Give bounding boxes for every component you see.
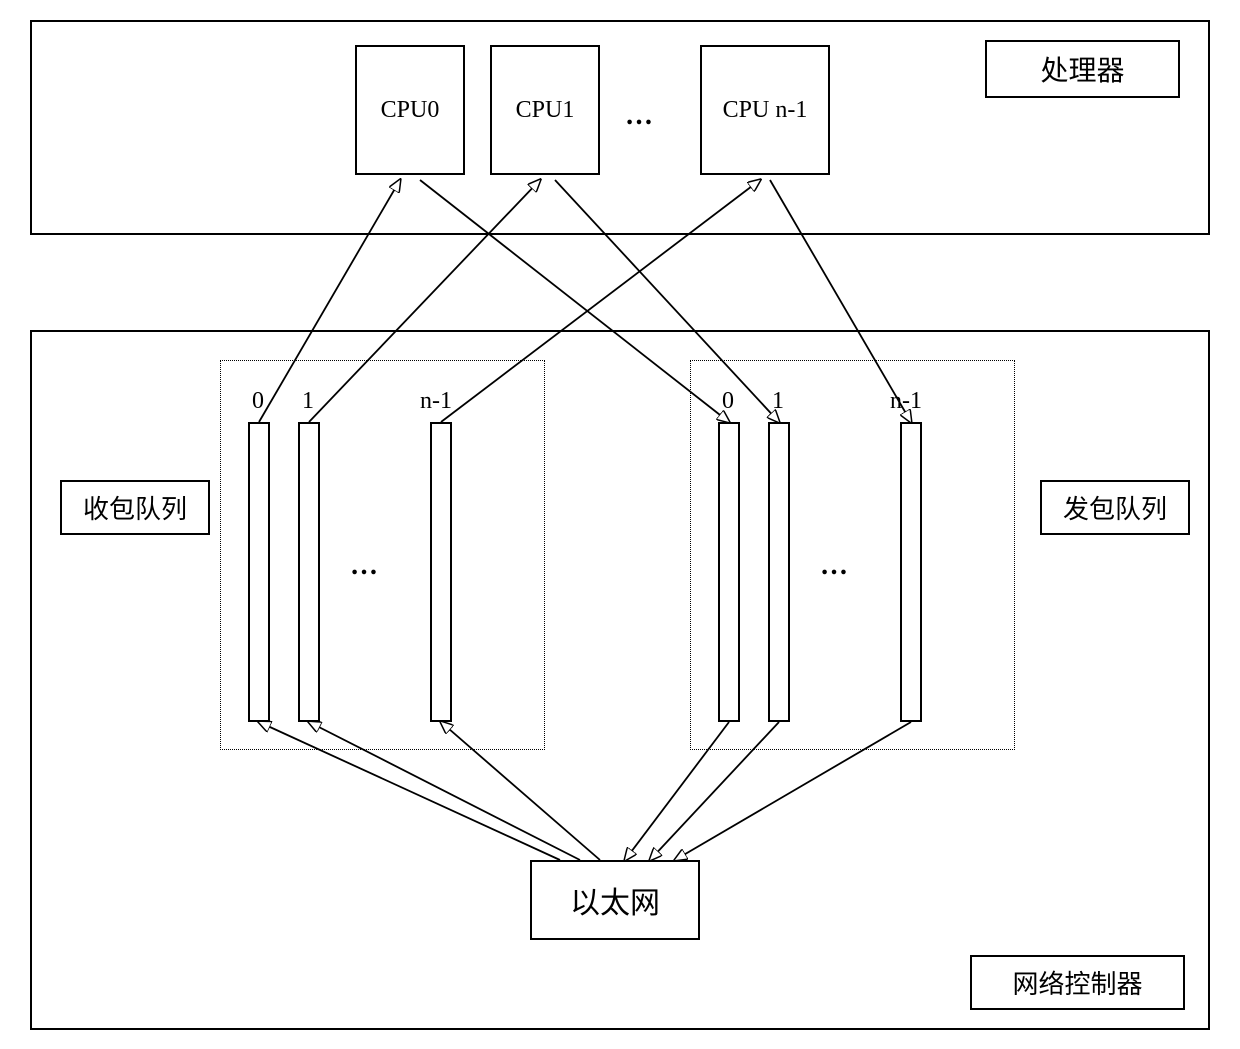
cpu-label: CPU1: [516, 97, 575, 124]
cpu-label: CPU0: [381, 97, 440, 124]
processor-label-box: 处理器: [985, 40, 1180, 98]
rx-queue-dots: …: [350, 550, 378, 582]
tx-queue-bar-n: [900, 422, 922, 722]
cpu-box-1: CPU1: [490, 45, 600, 175]
tx-queue-label-n: n-1: [890, 388, 922, 415]
rx-queue-bar-n: [430, 422, 452, 722]
rx-queue-label-n: n-1: [420, 388, 452, 415]
ethernet-text: 以太网: [570, 878, 660, 922]
rx-queue-label-1: 1: [302, 388, 314, 415]
tx-queue-bar-0: [718, 422, 740, 722]
rx-queue-bar-0: [248, 422, 270, 722]
tx-queue-label-1: 1: [772, 388, 784, 415]
rx-label-box: 收包队列: [60, 480, 210, 535]
cpu-box-0: CPU0: [355, 45, 465, 175]
cpu-box-n: CPU n-1: [700, 45, 830, 175]
ethernet-box: 以太网: [530, 860, 700, 940]
controller-label-text: 网络控制器: [1012, 964, 1142, 1001]
processor-label-text: 处理器: [1040, 49, 1124, 89]
tx-queue-label-0: 0: [722, 388, 734, 415]
tx-label-text: 发包队列: [1063, 489, 1167, 526]
rx-queue-label-0: 0: [252, 388, 264, 415]
diagram-canvas: 处理器 CPU0 CPU1 … CPU n-1 收包队列 发包队列 0 1 … …: [0, 0, 1240, 1049]
tx-queue-bar-1: [768, 422, 790, 722]
cpu-dots: …: [625, 100, 653, 132]
rx-label-text: 收包队列: [83, 489, 187, 526]
rx-queue-bar-1: [298, 422, 320, 722]
tx-label-box: 发包队列: [1040, 480, 1190, 535]
controller-label-box: 网络控制器: [970, 955, 1185, 1010]
cpu-label: CPU n-1: [723, 97, 808, 124]
tx-queue-dots: …: [820, 550, 848, 582]
